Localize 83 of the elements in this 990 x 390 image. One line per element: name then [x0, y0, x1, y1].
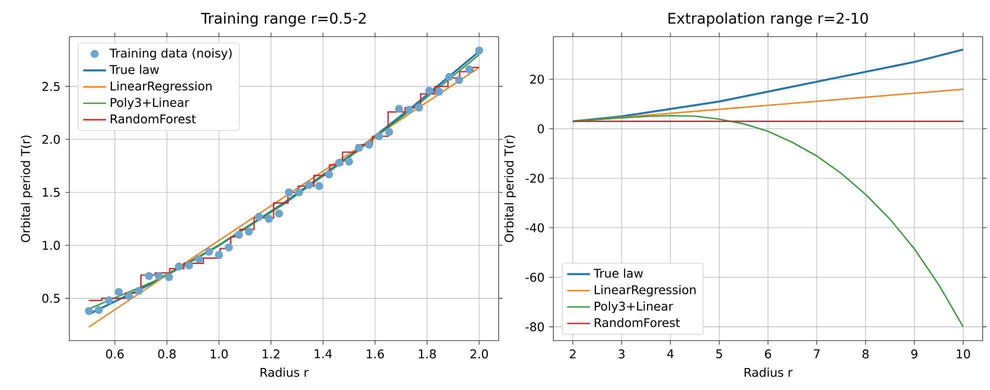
point	[325, 170, 334, 178]
point	[304, 180, 313, 189]
y-tick-label: 2.0	[42, 134, 60, 144]
point	[134, 286, 143, 295]
legend-label: RandomForest	[594, 318, 680, 328]
x-tick-label: 7	[814, 349, 820, 358]
legend-label: LinearRegression	[594, 284, 696, 297]
y-tick-label: 1.0	[42, 240, 60, 250]
point	[104, 296, 113, 304]
point	[255, 212, 264, 221]
point	[174, 262, 183, 271]
point	[395, 104, 404, 113]
y-tick-label: 0	[538, 124, 544, 134]
point	[224, 243, 233, 252]
x-tick-label: 0.6	[106, 349, 124, 358]
point	[144, 272, 153, 280]
point	[385, 128, 394, 136]
x-axis-title: Radius r	[744, 368, 792, 377]
point	[465, 66, 474, 74]
point	[234, 230, 243, 239]
point	[124, 292, 133, 300]
x-tick-label: 1.6	[366, 349, 384, 358]
x-tick-label: 2.0	[470, 349, 488, 358]
x-tick-label: 4	[667, 349, 674, 358]
y-tick-label: -80	[526, 322, 544, 332]
legend-label: RandomForest	[110, 114, 196, 124]
point	[94, 306, 103, 314]
x-tick-label: 1.2	[262, 349, 280, 358]
point	[415, 104, 424, 112]
x-tick-label: 10	[956, 349, 970, 358]
y-tick-label: -40	[526, 223, 544, 232]
x-tick-label: 8	[862, 349, 869, 358]
x-tick-label: 1.4	[314, 349, 332, 358]
point	[185, 261, 194, 270]
y-tick-label: -60	[526, 272, 544, 282]
y-axis-title: Orbital period T(r)	[504, 136, 516, 242]
point	[264, 214, 273, 223]
point	[315, 182, 324, 190]
point	[345, 158, 354, 166]
point	[445, 72, 454, 81]
legend-label: True law	[594, 268, 643, 278]
legend-label: Poly3+Linear	[594, 301, 674, 314]
point	[284, 188, 293, 196]
point	[84, 307, 93, 316]
point	[114, 288, 123, 296]
point	[164, 273, 173, 282]
point	[335, 158, 344, 167]
y-tick-label: 20	[530, 74, 544, 84]
x-tick-label: 6	[765, 349, 772, 358]
legend-label: True law	[110, 64, 159, 74]
point	[475, 46, 484, 54]
chart-title: Training range r=0.5-2	[200, 12, 366, 27]
point	[275, 210, 284, 218]
chart-title: Extrapolation range r=2-10	[668, 12, 868, 27]
point	[374, 132, 383, 140]
point	[244, 228, 253, 236]
x-tick-label: 9	[911, 349, 918, 358]
point	[405, 106, 414, 114]
legend-label: LinearRegression	[110, 81, 212, 93]
point	[194, 255, 203, 264]
point	[214, 250, 223, 259]
point	[154, 272, 163, 280]
y-axis-title: Orbital period T(r)	[20, 136, 32, 242]
x-tick-label: 1.8	[418, 349, 436, 358]
point	[455, 76, 464, 84]
point	[295, 188, 304, 196]
y-tick-label: 0.5	[42, 294, 60, 303]
y-tick-label: 2.5	[42, 82, 60, 91]
legend-label: Training data (noisy)	[110, 48, 232, 60]
point	[205, 248, 214, 256]
x-axis-title: Radius r	[260, 368, 308, 377]
x-tick-label: 3	[618, 349, 624, 358]
legend-label: Poly3+Linear	[110, 98, 190, 110]
y-tick-label: -20	[526, 174, 544, 183]
x-tick-label: 0.8	[158, 349, 176, 358]
point	[354, 144, 363, 152]
point	[365, 140, 374, 149]
y-tick-label: 1.5	[42, 188, 60, 197]
x-tick-label: 5	[716, 349, 722, 358]
point	[425, 86, 434, 95]
x-tick-label: 1.0	[210, 349, 228, 358]
x-tick-label: 2	[570, 349, 576, 358]
point	[435, 88, 444, 96]
